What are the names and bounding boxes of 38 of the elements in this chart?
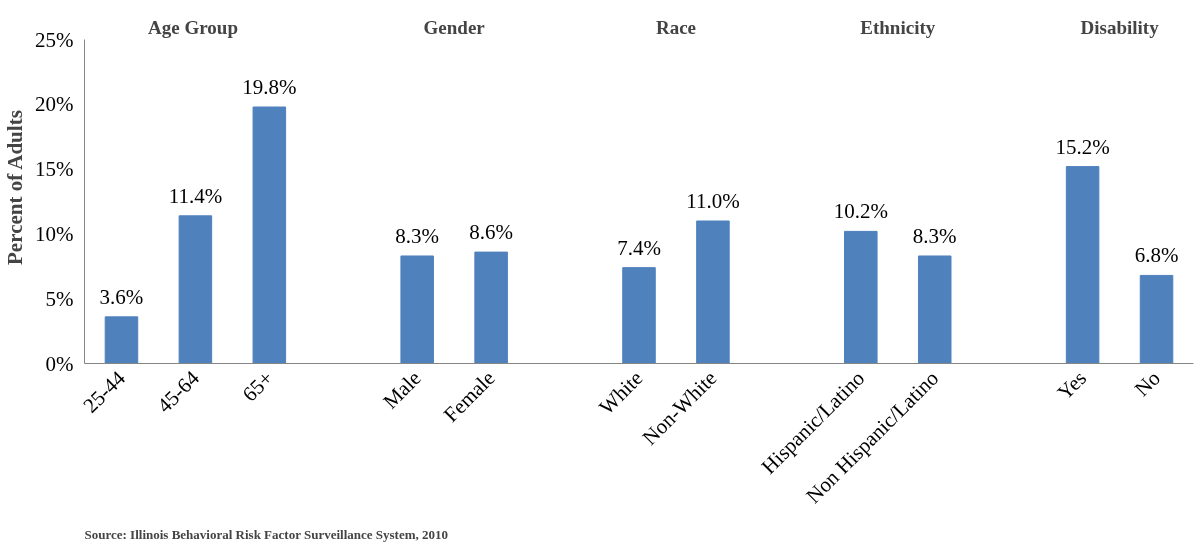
data-label: 10.2% [833,199,888,224]
data-label: 8.6% [469,220,514,245]
text: Race [655,16,697,38]
data-label: 19.8% [242,75,297,100]
bar [622,267,656,364]
bar [844,230,878,364]
bar [696,220,730,364]
y-axis-title: Percent of Adults [3,110,28,265]
data-label: 15.2% [1055,134,1110,159]
text: Ethnicity [860,16,936,38]
y-tick-label: 25% [35,27,74,52]
text: Disability [1080,16,1160,38]
data-label: 8.3% [912,223,957,248]
bar [474,251,508,364]
data-label: 11.4% [168,183,223,208]
bar [1065,166,1100,364]
data-label: 8.3% [395,223,440,248]
y-tick-label: 15% [35,157,74,182]
bar [917,255,952,364]
bar [252,106,287,364]
text: Gender [423,16,486,38]
bar [400,255,434,364]
bar [1139,274,1174,364]
x-tick-label: No [1129,366,1166,402]
source-note: Source: Illinois Behavioral Risk Factor Surveillance System, 2010 [84,526,449,542]
x-tick-label: Yes [1052,366,1092,405]
y-tick-label: 5% [45,286,74,311]
bar [104,316,139,364]
y-tick-label: 20% [35,92,74,117]
data-label: 6.8% [1134,243,1179,268]
data-label: 11.0% [686,189,740,213]
y-tick-label: 10% [35,221,74,246]
text: Age Group [148,16,238,38]
data-label: 3.6% [99,284,144,309]
x-tick-label: 65+ [237,366,278,407]
data-label: 7.4% [617,235,661,260]
y-tick-label: 0% [45,351,74,376]
bar [178,215,213,364]
